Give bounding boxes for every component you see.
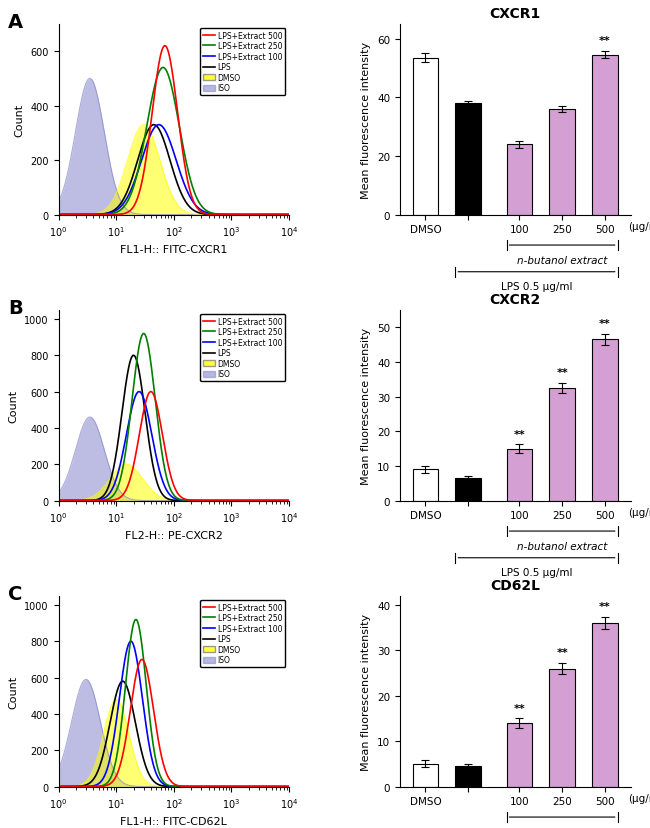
Text: **: ** [556, 368, 568, 378]
Bar [549, 669, 575, 787]
Bar [592, 340, 617, 501]
Y-axis label: Count: Count [8, 389, 19, 422]
Bar [592, 55, 617, 215]
Bar [413, 764, 438, 787]
Legend: LPS+Extract 500, LPS+Extract 250, LPS+Extract 100, LPS, DMSO, ISO: LPS+Extract 500, LPS+Extract 250, LPS+Ex… [200, 600, 285, 667]
Text: **: ** [556, 647, 568, 657]
Bar [413, 59, 438, 215]
X-axis label: FL1-H:: FITC-CXCR1: FL1-H:: FITC-CXCR1 [120, 244, 228, 254]
Bar [506, 145, 532, 215]
Text: (μg/ml): (μg/ml) [629, 793, 650, 803]
X-axis label: FL2-H:: PE-CXCR2: FL2-H:: PE-CXCR2 [125, 530, 223, 540]
Title: CXCR1: CXCR1 [489, 7, 541, 21]
Bar [456, 766, 481, 787]
Bar [413, 469, 438, 501]
Title: CD62L: CD62L [490, 578, 540, 592]
Y-axis label: Count: Count [15, 104, 25, 137]
Bar [549, 110, 575, 215]
Title: CXCR2: CXCR2 [489, 292, 541, 306]
Text: **: ** [599, 36, 611, 46]
Bar [592, 623, 617, 787]
Text: LPS 0.5 μg/ml: LPS 0.5 μg/ml [500, 282, 572, 292]
Bar [506, 723, 532, 787]
Text: n-butanol extract: n-butanol extract [517, 255, 607, 265]
Bar [456, 104, 481, 215]
Y-axis label: Mean fluorescence intensity: Mean fluorescence intensity [361, 327, 371, 484]
Text: **: ** [514, 429, 525, 439]
Text: **: ** [599, 602, 611, 612]
Bar [506, 449, 532, 501]
X-axis label: FL1-H:: FITC-CD62L: FL1-H:: FITC-CD62L [120, 816, 228, 826]
Text: B: B [8, 299, 23, 318]
Text: C: C [8, 585, 22, 604]
Text: **: ** [599, 319, 611, 329]
Legend: LPS+Extract 500, LPS+Extract 250, LPS+Extract 100, LPS, DMSO, ISO: LPS+Extract 500, LPS+Extract 250, LPS+Ex… [200, 29, 285, 96]
Text: n-butanol extract: n-butanol extract [517, 826, 607, 828]
Y-axis label: Mean fluorescence intensity: Mean fluorescence intensity [361, 41, 371, 199]
Text: A: A [8, 13, 23, 32]
Text: (μg/ml): (μg/ml) [629, 508, 650, 518]
Text: (μg/ml): (μg/ml) [629, 222, 650, 232]
Legend: LPS+Extract 500, LPS+Extract 250, LPS+Extract 100, LPS, DMSO, ISO: LPS+Extract 500, LPS+Extract 250, LPS+Ex… [200, 315, 285, 382]
Text: **: ** [514, 703, 525, 713]
Y-axis label: Mean fluorescence intensity: Mean fluorescence intensity [361, 613, 371, 770]
Y-axis label: Count: Count [8, 675, 19, 708]
Text: LPS 0.5 μg/ml: LPS 0.5 μg/ml [500, 568, 572, 578]
Bar [456, 479, 481, 501]
Text: n-butanol extract: n-butanol extract [517, 541, 607, 551]
Bar [549, 388, 575, 501]
